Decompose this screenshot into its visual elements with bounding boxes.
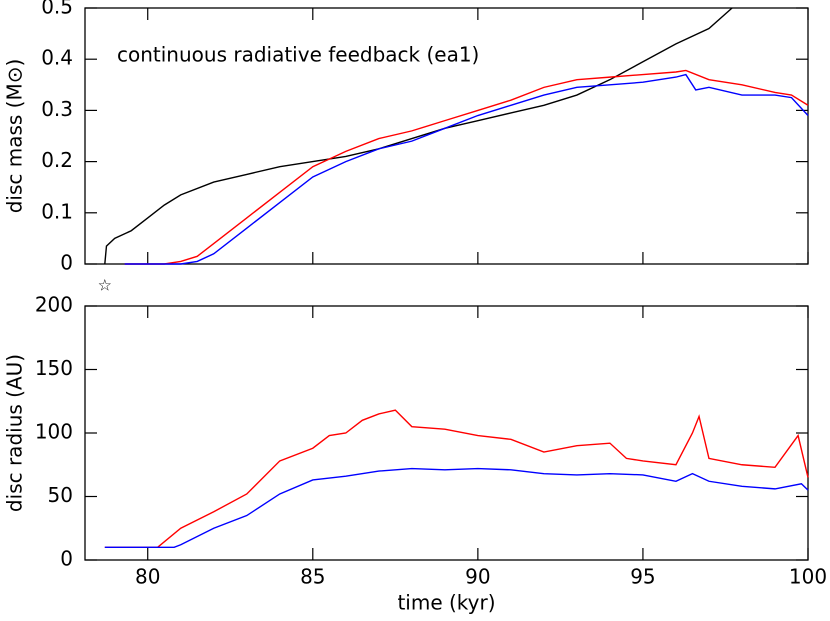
y-axis-label: disc mass (M⊙) <box>3 59 27 214</box>
annotation: continuous radiative feedback (ea1) <box>117 43 479 67</box>
x-tick-label: 95 <box>630 565 655 589</box>
data-line <box>104 467 809 548</box>
x-tick-label: 100 <box>789 565 827 589</box>
y-tick-label: 150 <box>35 356 73 380</box>
y-tick-label: 0.3 <box>41 97 73 121</box>
x-tick-label: 80 <box>135 565 160 589</box>
data-line <box>124 69 809 265</box>
y-tick-label: 0.1 <box>41 199 73 223</box>
y-axis-label: disc radius (AU) <box>3 354 27 512</box>
y-tick-label: 0.5 <box>41 0 73 19</box>
plot-frame <box>84 7 809 265</box>
data-line <box>124 73 809 265</box>
data-line <box>104 409 809 548</box>
x-tick-label: 90 <box>465 565 490 589</box>
star-marker: ☆ <box>98 276 112 295</box>
y-tick-label: 50 <box>48 483 73 507</box>
y-tick-label: 200 <box>35 293 73 317</box>
y-tick-label: 0 <box>60 547 73 571</box>
y-tick-label: 0.4 <box>41 46 73 70</box>
y-tick-label: 0 <box>60 251 73 275</box>
y-tick-label: 100 <box>35 420 73 444</box>
x-tick-label: 85 <box>300 565 325 589</box>
y-tick-label: 0.2 <box>41 148 73 172</box>
x-axis-label: time (kyr) <box>397 591 495 615</box>
